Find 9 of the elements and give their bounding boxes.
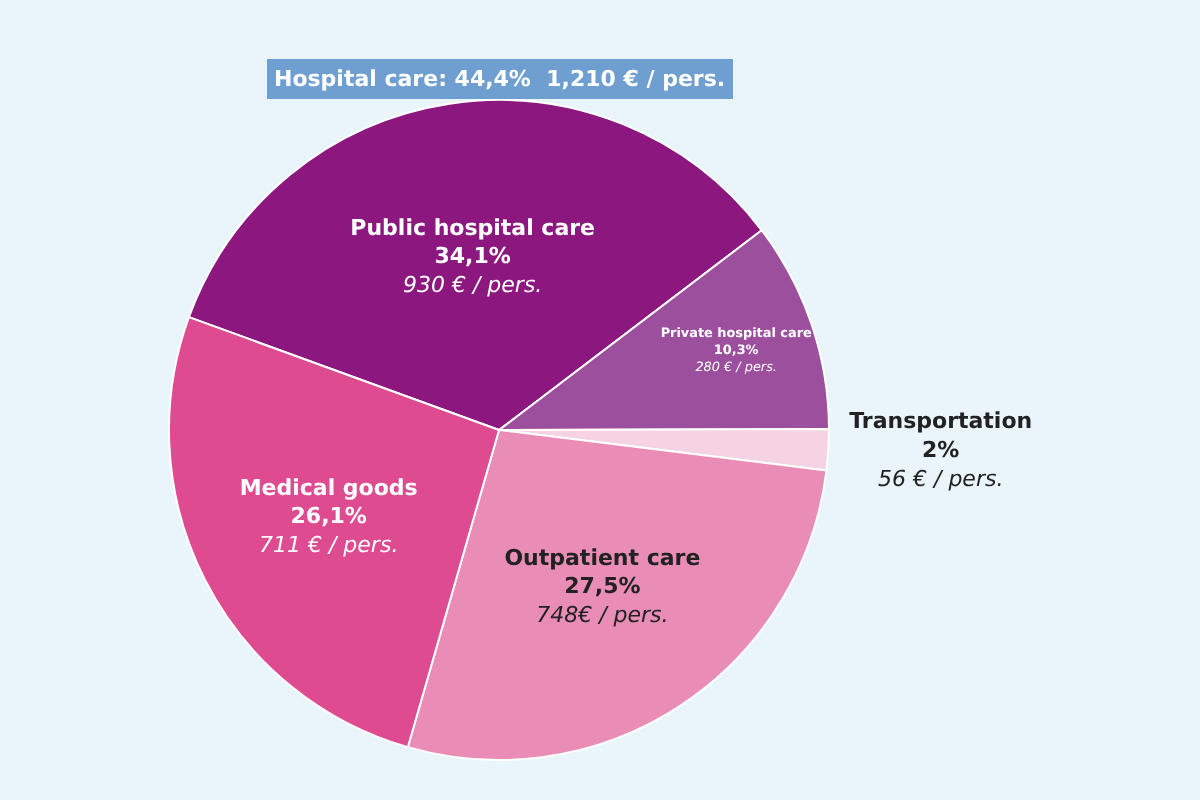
- data-label: 34,1% 930 € / pers.: [402, 243, 543, 298]
- slice-label: Medical goods: [239, 474, 419, 501]
- slice-label: Outpatient care: [504, 544, 701, 571]
- data-label: 27,5% 748€ / pers.: [536, 573, 669, 628]
- data-label: 26,1% 711 € / pers.: [258, 503, 399, 559]
- slice-label: Public hospital care: [350, 214, 596, 241]
- data-label: 2% 56 € / pers.: [877, 436, 1004, 492]
- text: Hospital care: 44,4% 1,210 € / pers.: [274, 66, 726, 92]
- slice-label: Transportation: [849, 408, 1033, 435]
